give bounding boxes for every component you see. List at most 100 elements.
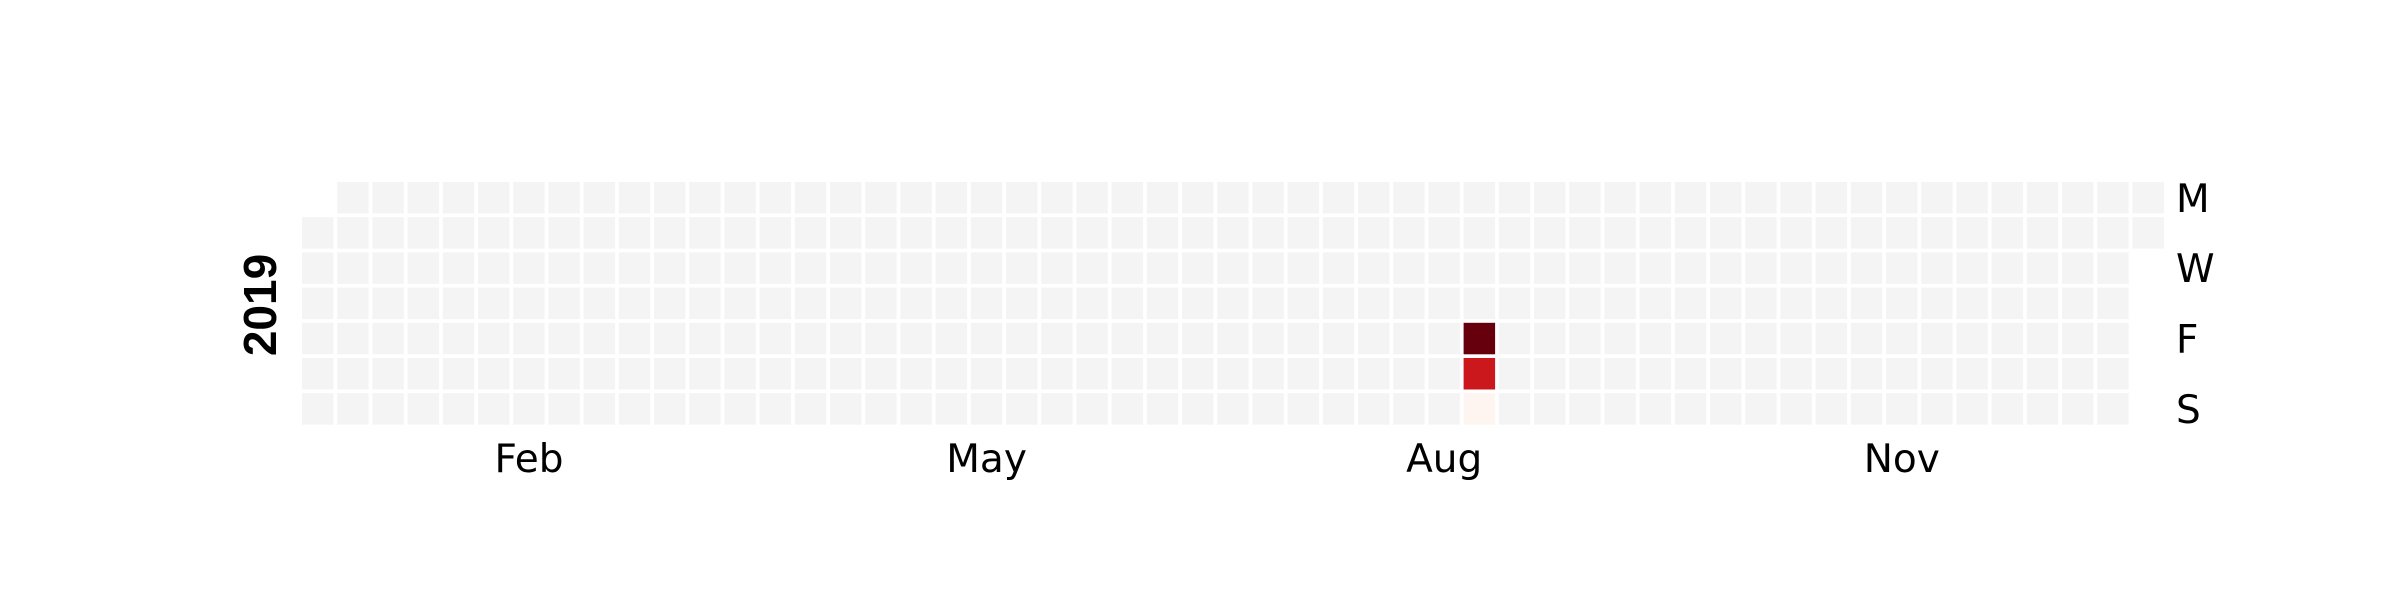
day-cell-2019-07-14: [1252, 393, 1284, 425]
day-cell-2019-04-04: [759, 287, 792, 320]
day-cell-2019-07-20: [1287, 358, 1320, 390]
day-cell-2019-01-05: [302, 358, 334, 390]
day-cell-2019-07-18: [1287, 287, 1320, 320]
day-cell-2019-09-16: [1604, 182, 1636, 214]
day-cell-2019-05-08: [935, 252, 968, 284]
day-cell-2019-07-09: [1252, 217, 1284, 249]
day-cell-2019-07-16: [1287, 217, 1320, 249]
day-cell-2019-08-04: [1358, 393, 1390, 425]
day-cell-2019-02-25: [583, 182, 616, 214]
day-cell-2019-06-18: [1146, 217, 1179, 249]
day-cell-2019-06-11: [1111, 217, 1144, 249]
day-cell-2019-06-13: [1111, 287, 1144, 320]
day-cell-2019-09-24: [1639, 217, 1672, 249]
day-cell-2019-06-06: [1076, 287, 1108, 320]
day-cell-2019-09-30: [1674, 182, 1707, 214]
day-cell-2019-09-07: [1534, 358, 1566, 390]
day-cell-2019-09-28: [1639, 358, 1672, 390]
day-cell-2019-10-25: [1780, 322, 1812, 355]
day-cell-2019-10-04: [1674, 322, 1707, 355]
day-cell-2019-08-22: [1463, 287, 1496, 320]
day-cell-2019-11-06: [1850, 252, 1883, 284]
day-cell-2019-10-22: [1780, 217, 1812, 249]
day-cell-2019-02-09: [478, 358, 510, 390]
day-cell-2019-05-16: [970, 287, 1003, 320]
day-cell-2019-06-19: [1146, 252, 1179, 284]
day-cell-2019-11-17: [1886, 393, 1918, 425]
day-cell-2019-10-27: [1780, 393, 1812, 425]
day-cell-2019-04-11: [794, 287, 827, 320]
day-cell-2019-01-14: [372, 182, 404, 214]
day-cell-2019-03-05: [618, 217, 651, 249]
day-cell-2019-09-01: [1498, 393, 1531, 425]
day-cell-2019-03-24: [689, 393, 721, 425]
day-cell-2019-09-09: [1569, 182, 1601, 214]
day-cell-2019-09-27: [1639, 322, 1672, 355]
day-cell-2019-03-15: [654, 322, 686, 355]
day-cell-2019-11-22: [1921, 322, 1953, 355]
day-cell-2019-04-17: [830, 252, 862, 284]
day-cell-2019-07-07: [1217, 393, 1249, 425]
day-cell-2019-06-24: [1182, 182, 1214, 214]
day-cell-2019-05-24: [1006, 322, 1038, 355]
day-cell-2019-05-13: [970, 182, 1003, 214]
day-cell-2019-12-30: [2132, 182, 2164, 214]
day-cell-2019-02-03: [442, 393, 475, 425]
day-cell-2019-03-01: [583, 322, 616, 355]
day-cell-2019-04-21: [830, 393, 862, 425]
day-cell-2019-08-25: [1463, 393, 1496, 425]
day-cell-2019-05-09: [935, 287, 968, 320]
day-cell-2019-10-31: [1815, 287, 1848, 320]
day-cell-2019-05-15: [970, 252, 1003, 284]
day-cell-2019-06-05: [1076, 252, 1108, 284]
day-cell-2019-05-01: [900, 252, 932, 284]
day-cell-2019-08-19: [1463, 182, 1496, 214]
day-cell-2019-05-28: [1041, 217, 1073, 249]
day-cell-2019-01-06: [302, 393, 334, 425]
day-cell-2019-08-30: [1498, 322, 1531, 355]
day-cell-2019-04-02: [759, 217, 792, 249]
day-cell-2019-12-16: [2062, 182, 2094, 214]
day-cell-2019-09-14: [1569, 358, 1601, 390]
day-cell-2019-02-02: [442, 358, 475, 390]
day-cell-2019-04-19: [830, 322, 862, 355]
day-cell-2019-07-19: [1287, 322, 1320, 355]
day-cell-2019-04-12: [794, 322, 827, 355]
day-cell-2019-11-03: [1815, 393, 1848, 425]
day-cell-2019-08-23: [1463, 322, 1496, 355]
day-cell-2019-05-04: [900, 358, 932, 390]
day-cell-2019-11-12: [1886, 217, 1918, 249]
day-cell-2019-12-11: [2026, 252, 2059, 284]
day-cell-2019-10-29: [1815, 217, 1848, 249]
day-cell-2019-06-08: [1076, 358, 1108, 390]
day-cell-2019-10-07: [1710, 182, 1742, 214]
day-cell-2019-02-19: [548, 217, 580, 249]
day-cell-2019-07-01: [1217, 182, 1249, 214]
day-cell-2019-03-23: [689, 358, 721, 390]
month-tick-labels: Feb May Aug Nov: [494, 437, 1939, 482]
day-cell-2019-06-26: [1182, 252, 1214, 284]
day-cell-2019-08-03: [1358, 358, 1390, 390]
day-cell-2019-02-27: [583, 252, 616, 284]
day-cell-2019-04-14: [794, 393, 827, 425]
day-cell-2019-08-13: [1428, 217, 1460, 249]
day-cell-2019-10-19: [1745, 358, 1777, 390]
day-cell-2019-11-20: [1921, 252, 1953, 284]
day-cell-2019-12-01: [1956, 393, 1988, 425]
weekday-label-0: M: [2176, 177, 2210, 222]
day-cell-2019-02-20: [548, 252, 580, 284]
day-cell-2019-04-07: [759, 393, 792, 425]
day-cell-2019-12-05: [1991, 287, 2024, 320]
day-cell-2019-02-12: [513, 217, 545, 249]
day-cell-2019-04-27: [865, 358, 897, 390]
day-cell-2019-11-25: [1956, 182, 1988, 214]
day-cell-2019-08-12: [1428, 182, 1460, 214]
day-cell-2019-08-18: [1428, 393, 1460, 425]
day-cell-2019-08-10: [1393, 358, 1425, 390]
day-cell-2019-03-30: [724, 358, 756, 390]
day-cell-2019-10-30: [1815, 252, 1848, 284]
day-cell-2019-03-02: [583, 358, 616, 390]
day-cell-2019-06-07: [1076, 322, 1108, 355]
day-cell-2019-09-04: [1534, 252, 1566, 284]
day-cell-2019-01-09: [337, 252, 369, 284]
